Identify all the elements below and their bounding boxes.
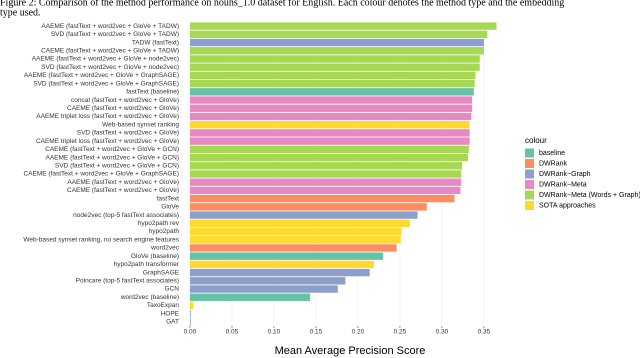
x-tick-label: 0.10 xyxy=(268,329,281,336)
y-tick-label: HOPE xyxy=(161,310,180,317)
y-tick-label: word2vec xyxy=(150,245,180,252)
y-tick-label: SVD (fastText + word2vec + GloVe + Graph… xyxy=(33,80,179,87)
bar xyxy=(189,129,470,137)
y-tick-label: GloVe (baseline) xyxy=(131,253,179,260)
bar xyxy=(189,47,484,55)
y-tick-label: CAEME (fastText + word2vec + GloVe + TAD… xyxy=(41,47,179,54)
bar xyxy=(189,55,480,63)
y-tick-label: TADW (fastText) xyxy=(132,39,179,46)
bar xyxy=(189,79,475,88)
bar xyxy=(189,244,397,252)
legend-swatch xyxy=(525,148,534,158)
y-tick-label: Web-based synset ranking, no search engi… xyxy=(23,236,179,243)
x-tick-label: 0.20 xyxy=(352,329,365,336)
legend-swatch xyxy=(525,190,534,200)
y-tick-label: AAEME (fastText + word2vec + GloVe + GCN… xyxy=(46,154,179,161)
bar xyxy=(189,227,402,236)
bar xyxy=(189,170,462,178)
legend-swatch xyxy=(525,169,534,179)
bar xyxy=(189,252,384,260)
bar xyxy=(189,121,470,129)
bar xyxy=(189,318,191,326)
bar xyxy=(189,96,473,104)
x-tick-label: 0.00 xyxy=(184,329,197,336)
legend-label: DWRank−Graph xyxy=(539,171,591,178)
bar xyxy=(189,309,191,318)
bar xyxy=(189,186,461,195)
bar xyxy=(189,104,473,112)
x-tick-label: 0.25 xyxy=(394,329,407,336)
y-tick-label: word2vec (baseline) xyxy=(120,294,179,301)
y-tick-label: AAEME (fastText + word2vec + GloVe) xyxy=(67,179,179,186)
bar xyxy=(189,162,463,170)
x-tick-label: 0.05 xyxy=(226,329,239,336)
y-tick-label: CAEME triplet loss (fastText + word2vec … xyxy=(36,138,179,145)
legend-label: DWRank−Meta (Words + Graph) xyxy=(539,192,640,199)
y-tick-label: CAEME (fastText + word2vec + GloVe) xyxy=(67,105,179,112)
legend-label: DWRank xyxy=(539,160,568,167)
bar xyxy=(189,236,401,244)
legend-label: SOTA approaches xyxy=(539,202,596,209)
y-tick-label: fastText (baseline) xyxy=(126,89,179,96)
y-tick-label: AAEME (fastText + word2vec + GloVe + nod… xyxy=(32,56,179,63)
bar xyxy=(189,153,468,162)
y-tick-label: fastText xyxy=(157,195,180,202)
y-tick-label: GraphSAGE xyxy=(143,269,180,276)
y-tick-label: hypo2path transformer xyxy=(114,261,180,268)
y-tick-label: GCN xyxy=(165,286,180,293)
bar xyxy=(189,30,488,39)
bar xyxy=(189,38,484,47)
legend-label: DWRank−Meta xyxy=(539,181,587,188)
bar xyxy=(189,268,370,277)
y-tick-label: CAEME (fastText + word2vec + GloVe + GCN… xyxy=(45,146,179,153)
bar xyxy=(189,301,194,310)
caption: Figure 2: Comparison of the method perfo… xyxy=(0,0,564,8)
bar xyxy=(189,293,311,301)
y-tick-label: SVD (fastText + word2vec + GloVe + GCN) xyxy=(55,163,179,170)
bar xyxy=(189,145,469,154)
legend-label: baseline xyxy=(539,150,565,157)
bar xyxy=(189,22,497,30)
x-axis-title: Mean Average Precision Score xyxy=(275,345,426,357)
y-tick-label: CAEME (fastText + word2vec + GloVe) xyxy=(67,187,179,194)
y-tick-label: concat (fastText + word2vec + GloVe) xyxy=(71,97,179,104)
x-tick-label: 0.35 xyxy=(478,329,491,336)
y-tick-label: GloVe xyxy=(161,204,179,211)
y-tick-label: node2vec (top-5 fastText associates) xyxy=(73,212,179,219)
bar xyxy=(189,260,374,269)
y-tick-label: AAEME (fastText + word2vec + GloVe + Gra… xyxy=(24,72,179,79)
bar xyxy=(189,203,427,211)
bar xyxy=(189,219,411,227)
y-tick-label: GAT xyxy=(166,319,179,326)
bar xyxy=(189,178,462,186)
legend-swatch xyxy=(525,159,534,168)
y-tick-label: hypo2path rev xyxy=(138,220,180,227)
y-tick-label: hypo2path xyxy=(149,228,180,235)
y-tick-label: SVD (fastText + word2vec + GloVe + TADW) xyxy=(51,31,179,38)
legend-title: colour xyxy=(525,136,547,145)
bar xyxy=(189,71,476,80)
y-tick-label: Web-based synset ranking xyxy=(102,121,179,128)
bar xyxy=(189,194,455,203)
y-tick-label: Poincare (top-5 fastText associates) xyxy=(76,278,179,285)
caption: type used. xyxy=(0,7,41,18)
x-tick-label: 0.15 xyxy=(310,329,323,336)
y-tick-label: TaxoExpan xyxy=(147,302,180,309)
bar xyxy=(189,211,418,219)
y-tick-label: CAEME (fastText + word2vec + GloVe + Gra… xyxy=(23,171,179,178)
bar xyxy=(189,63,480,71)
bar xyxy=(189,285,338,293)
y-tick-label: AAEME triplet loss (fastText + word2vec … xyxy=(36,113,179,120)
bar xyxy=(189,137,470,145)
legend-swatch xyxy=(525,201,534,210)
y-tick-label: SVD (fastText + word2vec + GloVe) xyxy=(77,130,179,137)
x-tick-label: 0.30 xyxy=(436,329,449,336)
bar xyxy=(189,112,472,121)
bar xyxy=(189,88,474,96)
legend-swatch xyxy=(525,180,534,189)
y-tick-label: SVD (fastText + word2vec + GloVe + node2… xyxy=(41,64,179,71)
bar xyxy=(189,277,346,285)
y-tick-label: AAEME (fastText + word2vec + GloVe + TAD… xyxy=(41,23,179,30)
